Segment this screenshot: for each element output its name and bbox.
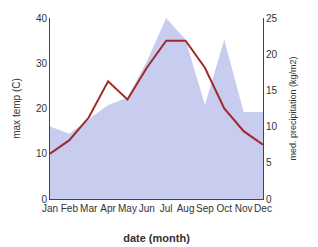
- svg-text:40: 40: [36, 13, 48, 24]
- svg-text:May: May: [118, 203, 137, 214]
- svg-text:Aug: Aug: [177, 203, 195, 214]
- svg-text:Sep: Sep: [196, 203, 214, 214]
- svg-text:10: 10: [36, 148, 48, 159]
- svg-text:max temp (C): max temp (C): [11, 78, 22, 139]
- svg-text:Jul: Jul: [160, 203, 173, 214]
- svg-text:Mar: Mar: [80, 203, 98, 214]
- svg-text:30: 30: [36, 58, 48, 69]
- svg-text:15: 15: [266, 85, 278, 96]
- svg-text:date (month): date (month): [123, 232, 190, 244]
- svg-text:med. precipitation (kg/m2): med. precipitation (kg/m2): [288, 56, 298, 160]
- svg-text:20: 20: [36, 103, 48, 114]
- svg-text:Jan: Jan: [42, 203, 58, 214]
- svg-text:Nov: Nov: [235, 203, 253, 214]
- svg-text:Dec: Dec: [254, 203, 272, 214]
- svg-text:0: 0: [266, 194, 272, 205]
- svg-text:Feb: Feb: [61, 203, 79, 214]
- svg-text:25: 25: [266, 13, 278, 24]
- svg-text:5: 5: [266, 157, 272, 168]
- svg-text:Oct: Oct: [216, 203, 232, 214]
- svg-text:Jun: Jun: [139, 203, 155, 214]
- svg-text:Apr: Apr: [100, 203, 116, 214]
- svg-text:10: 10: [266, 121, 278, 132]
- svg-text:20: 20: [266, 49, 278, 60]
- svg-text:0: 0: [41, 194, 47, 205]
